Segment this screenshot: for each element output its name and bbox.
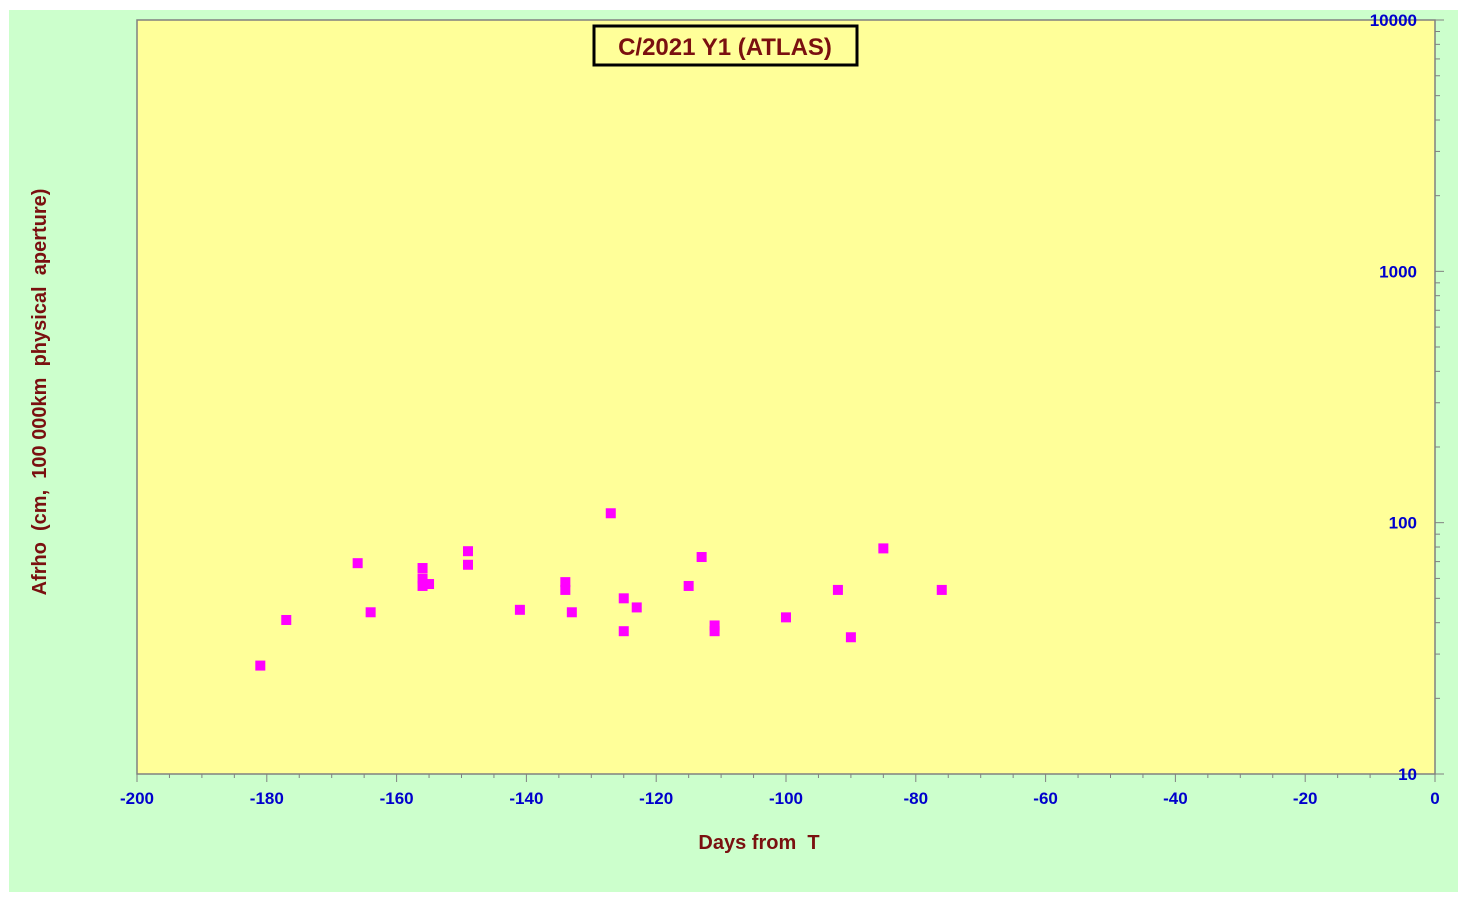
data-point <box>560 584 571 595</box>
data-point <box>255 660 266 671</box>
x-tick-label: -60 <box>1033 789 1058 808</box>
x-tick-label: -20 <box>1293 789 1318 808</box>
y-tick-labels: 10 100 1000 10000 <box>1370 11 1417 784</box>
data-point <box>709 626 720 637</box>
data-point <box>514 604 525 615</box>
data-point <box>605 508 616 519</box>
data-point <box>832 584 843 595</box>
x-tick-label: -40 <box>1163 789 1188 808</box>
data-point <box>696 552 707 563</box>
y-tick-label: 100 <box>1389 514 1417 533</box>
data-point <box>709 620 720 631</box>
data-point <box>281 614 292 625</box>
y-tick-label: 10000 <box>1370 11 1417 30</box>
data-point <box>424 579 435 590</box>
data-point <box>462 559 473 570</box>
x-tick-label: -80 <box>904 789 929 808</box>
data-point <box>618 626 629 637</box>
data-point <box>878 543 889 554</box>
x-tick-labels: -200 -180 -160 -140 -120 -100 -80 -60 -40 -20 0 <box>120 789 1440 808</box>
x-tick-label: -140 <box>509 789 543 808</box>
x-tick-label: -100 <box>769 789 803 808</box>
data-point <box>417 580 428 591</box>
chart-title-box: C/2021 Y1 (ATLAS) <box>592 24 859 67</box>
data-point <box>618 593 629 604</box>
x-tick-label: -160 <box>380 789 414 808</box>
x-tick-label: 0 <box>1430 789 1439 808</box>
data-point <box>417 563 428 574</box>
data-point <box>417 573 428 584</box>
x-tick-label: -200 <box>120 789 154 808</box>
data-point <box>352 558 363 569</box>
x-tick-label: -120 <box>639 789 673 808</box>
axis-ticks <box>136 19 1444 782</box>
data-points <box>255 508 947 671</box>
x-tick-label: -180 <box>250 789 284 808</box>
y-axis-title: Afrho (cm, 100 000km physical aperture) <box>29 189 51 596</box>
chart-title: C/2021 Y1 (ATLAS) <box>618 34 832 61</box>
data-point <box>631 602 642 613</box>
data-point <box>781 612 791 623</box>
data-point <box>462 546 473 557</box>
y-tick-label: 10 <box>1398 765 1417 784</box>
data-point <box>560 577 571 588</box>
x-axis-title: Days from T <box>698 832 819 854</box>
data-point <box>845 632 856 643</box>
data-point <box>566 607 577 618</box>
plot-area <box>136 19 1436 775</box>
y-tick-label: 1000 <box>1379 262 1417 281</box>
data-point <box>936 584 947 595</box>
data-point <box>683 580 694 591</box>
data-point <box>365 607 376 618</box>
